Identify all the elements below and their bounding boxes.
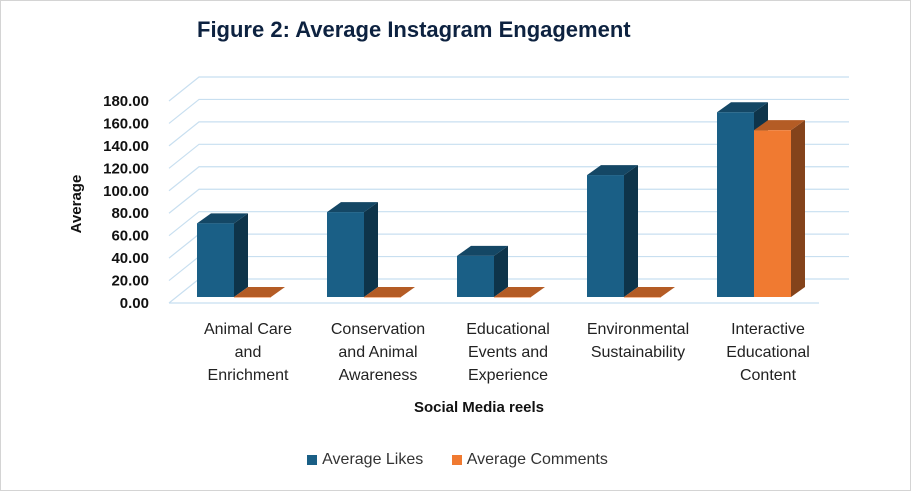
x-category-label: Awareness — [339, 367, 418, 384]
bar-average-likes — [717, 112, 754, 297]
bar-side — [624, 165, 638, 297]
x-category-label: Educational — [726, 344, 810, 361]
y-axis-title: Average — [68, 175, 85, 234]
bar-average-likes — [587, 175, 624, 297]
y-tick-label: 180.00 — [103, 93, 149, 110]
y-tick-label: 120.00 — [103, 160, 149, 177]
legend-label-likes: Average Likes — [322, 451, 424, 468]
y-tick-label: 100.00 — [103, 183, 149, 200]
bar-top — [494, 287, 545, 297]
x-category-label: Content — [740, 367, 797, 384]
x-category-label: Educational — [466, 321, 550, 338]
legend-label-comments: Average Comments — [466, 451, 608, 468]
bar-top — [197, 213, 248, 224]
x-category-label: Environmental — [587, 321, 689, 338]
bar-side — [791, 120, 805, 297]
x-category-label: and — [235, 344, 262, 361]
bar-top — [457, 245, 508, 256]
bar-average-comments — [234, 297, 271, 298]
x-category-label: Conservation — [331, 321, 425, 338]
bar-average-comments — [364, 297, 401, 298]
legend-swatch-likes — [307, 455, 318, 465]
x-axis-title: Social Media reels — [414, 399, 544, 416]
y-tick-label: 40.00 — [111, 250, 149, 267]
bar-top — [327, 202, 378, 213]
legend: Average Likes Average Comments — [1, 451, 913, 470]
x-category-label: Experience — [468, 367, 548, 384]
gridline — [168, 121, 849, 147]
bar-average-comments — [754, 130, 791, 297]
x-category-label: Animal Care — [204, 321, 292, 338]
y-tick-label: 140.00 — [103, 138, 149, 155]
y-tick-label: 0.00 — [120, 295, 149, 312]
bar-top — [234, 287, 285, 297]
y-tick-label: 160.00 — [103, 115, 149, 132]
legend-item-likes: Average Likes — [307, 451, 423, 469]
bar-top — [364, 287, 415, 297]
gridline — [168, 143, 849, 169]
x-category-label: Enrichment — [208, 367, 289, 384]
bar-side — [494, 245, 508, 297]
bar-top — [754, 120, 805, 131]
x-category-label: Events and — [468, 344, 548, 361]
y-tick-label: 20.00 — [111, 273, 149, 290]
x-category-label: Sustainability — [591, 344, 685, 361]
bar-average-comments — [494, 297, 531, 298]
bar-side — [234, 213, 248, 297]
legend-swatch-comments — [451, 455, 462, 465]
y-tick-label: 60.00 — [111, 228, 149, 245]
bar-average-likes — [197, 223, 234, 297]
legend-item-comments: Average Comments — [451, 451, 608, 469]
gridline — [168, 76, 849, 102]
x-category-label: and Animal — [338, 344, 417, 361]
bar-average-comments — [624, 297, 661, 298]
bar-side — [364, 202, 378, 297]
bar-top — [587, 165, 638, 176]
y-tick-label: 80.00 — [111, 205, 149, 222]
gridline — [168, 98, 849, 124]
bar-average-likes — [457, 255, 494, 297]
x-category-label: Interactive — [731, 321, 805, 338]
bar-top — [717, 102, 768, 113]
bar-top — [624, 287, 675, 297]
chart-title: Figure 2: Average Instagram Engagement — [197, 17, 631, 42]
bar-average-likes — [327, 212, 364, 297]
